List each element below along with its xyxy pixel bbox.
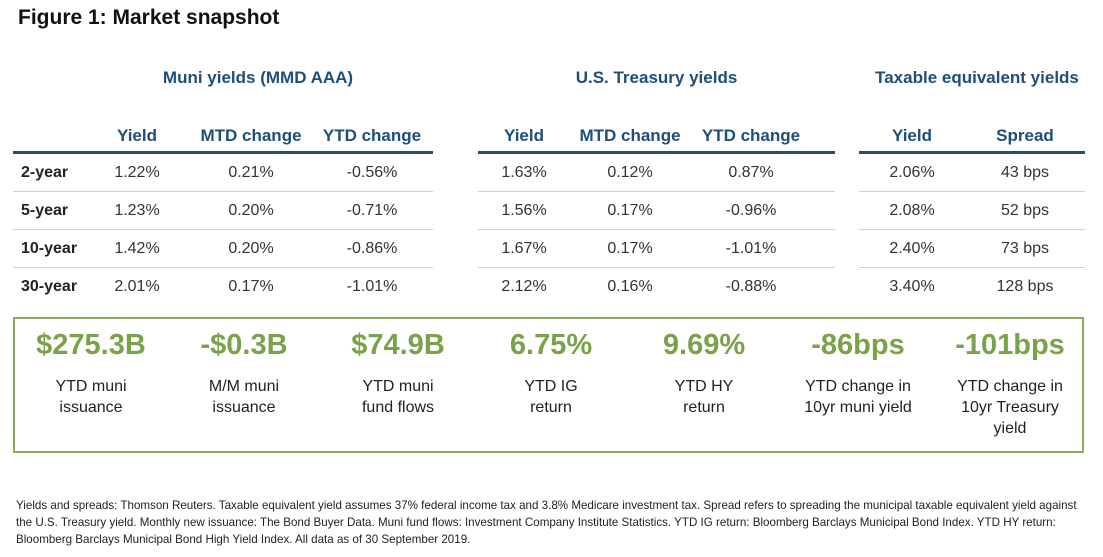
stat-label: YTD change in 10yr Treasury yield	[957, 378, 1063, 437]
treasury-5y-mtd: 0.17%	[607, 202, 653, 219]
taxable-group-title: Taxable equivalent yields	[875, 68, 1079, 87]
treasury-5y-yield: 1.56%	[501, 202, 547, 219]
taxable-10y-yield: 2.40%	[889, 240, 935, 257]
taxable-header-rule	[859, 151, 1085, 154]
stat-ytd-muni-fund-flows: $74.9B YTD muni fund flows	[351, 319, 445, 418]
row-divider	[13, 191, 433, 192]
row-divider	[478, 267, 835, 268]
muni-2y-mtd: 0.21%	[228, 164, 274, 181]
muni-col-yield: Yield	[117, 126, 157, 145]
stat-value: 6.75%	[509, 329, 593, 361]
stat-ytd-ig-return: 6.75% YTD IG return	[510, 319, 592, 418]
row-divider	[859, 267, 1085, 268]
stat-label: YTD muni issuance	[55, 378, 127, 416]
muni-10y-ytd: -0.86%	[346, 240, 398, 257]
stat-value: -$0.3B	[200, 329, 288, 361]
stat-label: YTD change in 10yr muni yield	[804, 378, 912, 416]
stat-value: -101bps	[955, 329, 1065, 361]
treasury-5y-ytd: -0.96%	[725, 202, 777, 219]
stat-value: $275.3B	[36, 329, 146, 361]
stat-label: YTD muni fund flows	[361, 378, 435, 416]
treasury-col-yield: Yield	[504, 126, 544, 145]
taxable-30y-yield: 3.40%	[889, 278, 935, 295]
treasury-yields-table: U.S. Treasury yields Yield MTD change YT…	[478, 60, 835, 305]
figure-title: Figure 1: Market snapshot	[18, 6, 280, 29]
treasury-10y-yield: 1.67%	[501, 240, 547, 257]
stat-ytd-change-10yr-muni: -86bps YTD change in 10yr muni yield	[804, 319, 912, 418]
treasury-10y-ytd: -1.01%	[725, 240, 777, 257]
taxable-5y-yield: 2.08%	[889, 202, 935, 219]
row-divider	[859, 191, 1085, 192]
treasury-header-rule	[478, 151, 835, 154]
taxable-2y-yield: 2.06%	[889, 164, 935, 181]
row-label-10-year: 10-year	[21, 240, 78, 257]
row-label-30-year: 30-year	[21, 278, 78, 295]
treasury-10y-mtd: 0.17%	[607, 240, 653, 257]
taxable-5y-spread: 52 bps	[1000, 202, 1050, 219]
row-label-2-year: 2-year	[21, 164, 69, 181]
stat-label: M/M muni issuance	[208, 378, 280, 416]
muni-yields-table: Muni yields (MMD AAA) Yield MTD change Y…	[13, 60, 433, 305]
treasury-col-ytd: YTD change	[701, 126, 801, 145]
muni-5y-ytd: -0.71%	[346, 202, 398, 219]
stat-value: -86bps	[811, 329, 905, 361]
muni-5y-yield: 1.23%	[114, 202, 160, 219]
stat-value: $74.9B	[351, 329, 445, 361]
taxable-equivalent-table: Taxable equivalent yields Yield Spread 2…	[859, 60, 1085, 305]
row-divider	[13, 267, 433, 268]
stat-ytd-muni-issuance: $275.3B YTD muni issuance	[36, 319, 146, 418]
row-divider	[478, 191, 835, 192]
treasury-group-title: U.S. Treasury yields	[575, 68, 738, 87]
muni-2y-ytd: -0.56%	[346, 164, 398, 181]
taxable-2y-spread: 43 bps	[1000, 164, 1050, 181]
muni-10y-mtd: 0.20%	[228, 240, 274, 257]
muni-30y-ytd: -1.01%	[346, 278, 398, 295]
row-divider	[13, 229, 433, 230]
taxable-30y-spread: 128 bps	[996, 278, 1054, 295]
muni-30y-yield: 2.01%	[114, 278, 160, 295]
taxable-col-yield: Yield	[892, 126, 932, 145]
row-divider	[859, 229, 1085, 230]
treasury-2y-ytd: 0.87%	[728, 164, 774, 181]
stat-ytd-hy-return: 9.69% YTD HY return	[663, 319, 745, 418]
treasury-2y-yield: 1.63%	[501, 164, 547, 181]
stat-value: 9.69%	[662, 329, 746, 361]
row-divider	[478, 229, 835, 230]
treasury-2y-mtd: 0.12%	[607, 164, 653, 181]
stat-mm-muni-issuance: -$0.3B M/M muni issuance	[200, 319, 287, 418]
muni-30y-mtd: 0.17%	[228, 278, 274, 295]
muni-2y-yield: 1.22%	[114, 164, 160, 181]
treasury-col-mtd: MTD change	[579, 126, 681, 145]
muni-group-title: Muni yields (MMD AAA)	[162, 68, 354, 87]
muni-10y-yield: 1.42%	[114, 240, 160, 257]
muni-5y-mtd: 0.20%	[228, 202, 274, 219]
taxable-10y-spread: 73 bps	[1000, 240, 1050, 257]
source-footnote: Yields and spreads: Thomson Reuters. Tax…	[16, 499, 1077, 546]
treasury-30y-yield: 2.12%	[501, 278, 547, 295]
row-label-5-year: 5-year	[21, 202, 69, 219]
taxable-col-spread: Spread	[996, 126, 1054, 145]
muni-col-mtd: MTD change	[200, 126, 302, 145]
stat-ytd-change-10yr-treasury: -101bps YTD change in 10yr Treasury yiel…	[955, 319, 1065, 439]
stat-label: YTD IG return	[524, 378, 578, 416]
muni-header-rule	[13, 151, 433, 154]
treasury-30y-ytd: -0.88%	[725, 278, 777, 295]
key-stats-box: $275.3B YTD muni issuance -$0.3B M/M mun…	[13, 317, 1084, 453]
treasury-30y-mtd: 0.16%	[607, 278, 653, 295]
stat-label: YTD HY return	[674, 378, 734, 416]
muni-col-ytd: YTD change	[322, 126, 422, 145]
